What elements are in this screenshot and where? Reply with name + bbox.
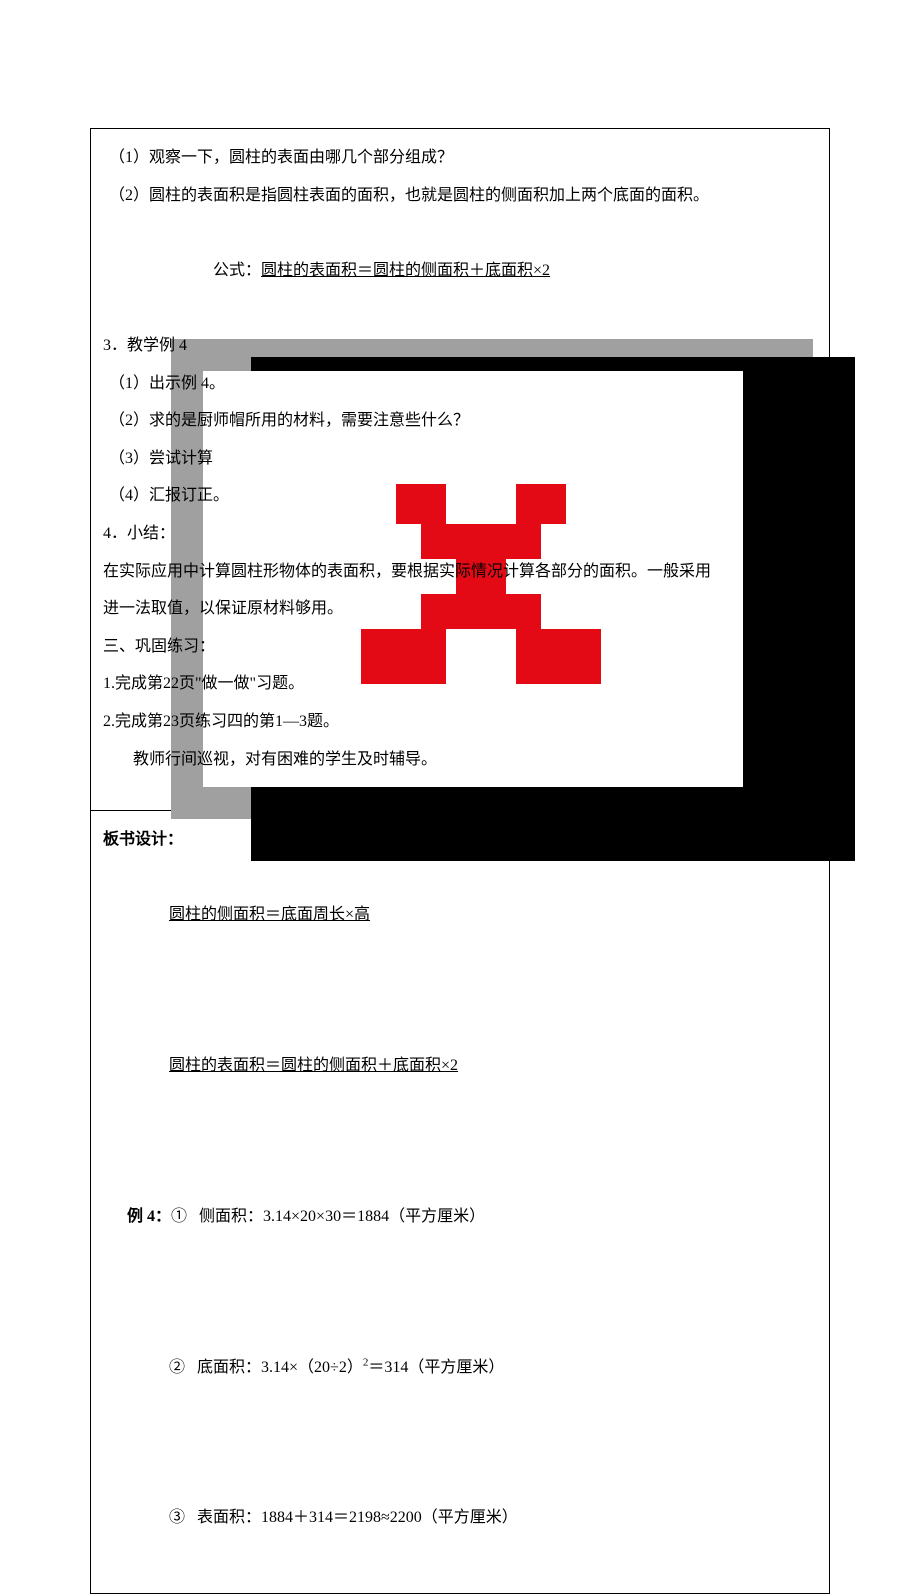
text-line: 在实际应用中计算圆柱形物体的表面积，要根据实际情况计算各部分的面积。一般采用 — [103, 553, 817, 591]
spacer — [103, 971, 817, 1009]
formula-text: 圆柱的侧面积＝底面周长×高 — [169, 906, 370, 923]
text-line: （1）观察一下，圆柱的表面由哪几个部分组成？ — [103, 139, 817, 177]
section-heading: 三、巩固练习： — [103, 628, 817, 666]
section-heading: 4．小结： — [103, 515, 817, 553]
text-line: （4）汇报订正。 — [103, 477, 817, 515]
text-line: 公式：圆柱的表面积＝圆柱的侧面积＋底面积×2 — [103, 214, 817, 327]
text-line: （2）求的是厨师帽所用的材料，需要注意些什么？ — [103, 402, 817, 440]
spacer — [103, 1122, 817, 1160]
text-line: 1.完成第22页"做一做"习题。 — [103, 665, 817, 703]
formula-text: 圆柱的表面积＝圆柱的侧面积＋底面积×2 — [169, 1057, 458, 1074]
content-layer: （1）观察一下，圆柱的表面由哪几个部分组成？ （2）圆柱的表面积是指圆柱表面的面… — [103, 139, 817, 778]
board-label: 板书设计： — [103, 821, 183, 859]
example-text: 底面积：3.14×（20÷2） — [197, 1359, 363, 1376]
spacer — [103, 1273, 817, 1311]
circled-number: ① — [171, 1208, 187, 1225]
text-line: 教师行间巡视，对有困难的学生及时辅导。 — [103, 741, 817, 779]
board-formula: 圆柱的表面积＝圆柱的侧面积＋底面积×2 — [103, 1009, 817, 1122]
circled-number: ③ — [169, 1509, 185, 1526]
text-line: 2.完成第23页练习四的第1—3题。 — [103, 703, 817, 741]
board-formula: 圆柱的侧面积＝底面周长×高 — [103, 859, 817, 972]
formula-text: 圆柱的表面积＝圆柱的侧面积＋底面积×2 — [261, 262, 550, 279]
example-line: ② 底面积：3.14×（20÷2）2＝314（平方厘米） — [103, 1311, 817, 1424]
formula-prefix: 公式： — [135, 262, 261, 279]
text-line: 进一法取值，以保证原材料够用。 — [103, 590, 817, 628]
example-text: 侧面积：3.14×20×30＝1884（平方厘米） — [199, 1208, 485, 1225]
example-line: 例 4：① 侧面积：3.14×20×30＝1884（平方厘米） — [103, 1160, 817, 1273]
board-title: 圆柱的表面积 — [183, 821, 817, 859]
section-heading: 3．教学例 4 — [103, 327, 817, 365]
text-line: （2）圆柱的表面积是指圆柱表面的面积，也就是圆柱的侧面积加上两个底面的面积。 — [103, 177, 817, 215]
text-line: （1）出示例 4。 — [103, 365, 817, 403]
example-label: 例 4： — [127, 1208, 171, 1225]
spacer — [103, 1424, 817, 1462]
board-design-section: 板书设计： 圆柱的表面积 圆柱的侧面积＝底面周长×高 圆柱的表面积＝圆柱的侧面积… — [91, 811, 829, 1593]
circled-number: ② — [169, 1359, 185, 1376]
example-text: ＝314（平方厘米） — [368, 1359, 504, 1376]
board-title-row: 板书设计： 圆柱的表面积 — [103, 821, 817, 859]
example-text: 表面积：1884＋314＝2198≈2200（平方厘米） — [197, 1509, 518, 1526]
page-container: （1）观察一下，圆柱的表面由哪几个部分组成？ （2）圆柱的表面积是指圆柱表面的面… — [90, 128, 830, 1594]
main-section: （1）观察一下，圆柱的表面由哪几个部分组成？ （2）圆柱的表面积是指圆柱表面的面… — [91, 129, 829, 811]
text-line: （3）尝试计算 — [103, 440, 817, 478]
example-line: ③ 表面积：1884＋314＝2198≈2200（平方厘米） — [103, 1462, 817, 1575]
